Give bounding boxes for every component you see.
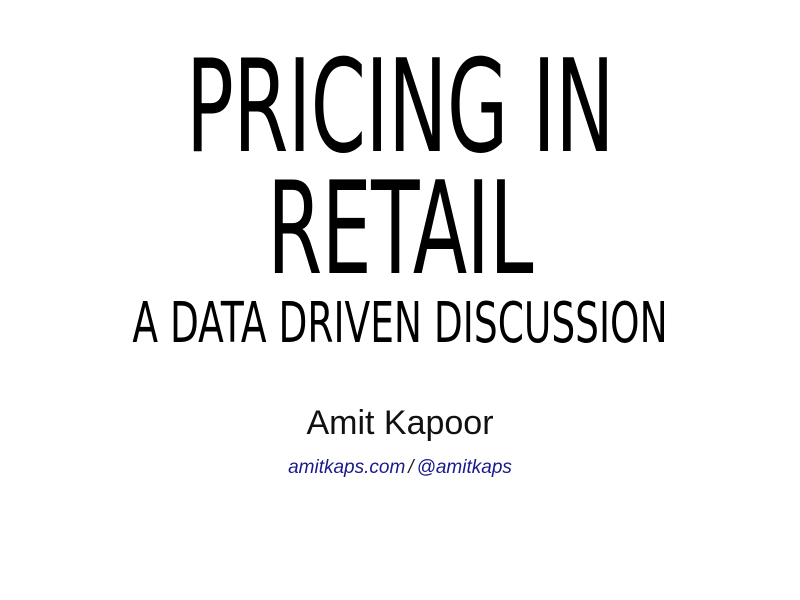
author-links: amitkaps.com / @amitkaps (0, 458, 800, 477)
title-line-1: PRICING IN (186, 33, 614, 182)
title-line-2: RETAIL (267, 155, 533, 304)
subtitle: A DATA DRIVEN DISCUSSION (132, 291, 668, 356)
website-link[interactable]: amitkaps.com (288, 457, 406, 478)
link-separator: / (408, 457, 414, 478)
twitter-link[interactable]: @amitkaps (416, 457, 512, 478)
author-name: Amit Kapoor (306, 404, 494, 442)
